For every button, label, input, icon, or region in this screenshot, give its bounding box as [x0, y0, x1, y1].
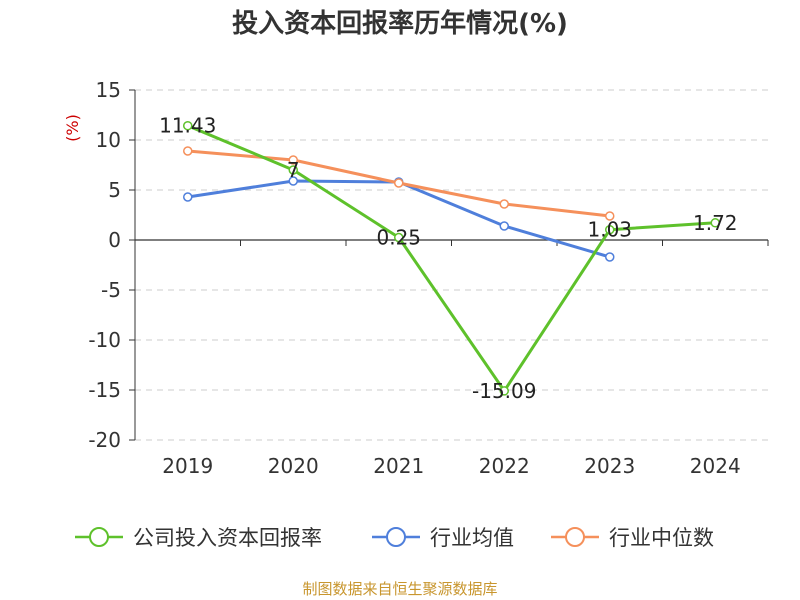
data-point — [605, 252, 615, 262]
series-group — [183, 120, 720, 396]
data-point — [183, 146, 193, 156]
y-tick-label: -20 — [88, 428, 121, 452]
data-point — [183, 120, 193, 131]
y-tick-label: 15 — [96, 78, 121, 102]
legend-label: 公司投入资本回报率 — [133, 526, 322, 550]
data-point — [288, 176, 298, 186]
data-point — [605, 211, 615, 221]
data-point — [394, 178, 404, 188]
source-note: 制图数据来自恒生聚源数据库 — [302, 580, 497, 598]
data-label: -15.09 — [472, 379, 536, 403]
data-point — [499, 199, 509, 209]
data-point — [605, 224, 615, 235]
data-label: 0.25 — [376, 226, 421, 250]
y-tick-label: 10 — [96, 128, 121, 152]
x-tick-labels: 2019 2020 2021 2022 2023 2024 — [162, 454, 740, 478]
series-line — [187, 124, 716, 393]
data-label: 1.03 — [587, 218, 632, 242]
y-tick-label: -10 — [88, 328, 121, 352]
x-tick-label: 2019 — [162, 454, 213, 478]
series-2 — [183, 146, 615, 221]
legend: 公司投入资本回报率 行业均值 行业中位数 — [75, 526, 714, 550]
data-point — [394, 232, 404, 243]
legend-swatch-marker — [565, 527, 585, 547]
y-axis-unit: (%) — [63, 114, 82, 142]
y-tick-labels: 15 10 5 0 -5 -10 -15 -20 — [88, 78, 121, 452]
legend-swatch-marker — [89, 527, 109, 547]
y-tick-label: -15 — [88, 378, 121, 402]
data-point — [288, 165, 298, 175]
data-label: 11.43 — [159, 114, 216, 138]
y-tick-label: 0 — [108, 228, 121, 252]
legend-item-0: 公司投入资本回报率 — [75, 526, 322, 550]
data-label: 1.72 — [693, 211, 738, 235]
data-point — [710, 218, 720, 228]
legend-label: 行业中位数 — [609, 526, 714, 550]
x-tick-label: 2024 — [690, 454, 741, 478]
y-tick-label: 5 — [108, 178, 121, 202]
data-point — [288, 155, 298, 165]
data-point — [499, 221, 509, 231]
data-point — [499, 386, 509, 396]
chart-title: 投入资本回报率历年情况(%) — [232, 8, 568, 39]
x-tick-label: 2022 — [479, 454, 530, 478]
data-label: 7 — [287, 158, 300, 182]
x-tick-label: 2020 — [268, 454, 319, 478]
x-tick-label: 2021 — [373, 454, 424, 478]
legend-label: 行业均值 — [430, 526, 514, 550]
legend-item-1: 行业均值 — [372, 526, 514, 550]
axes — [129, 89, 769, 441]
data-point — [183, 192, 193, 202]
legend-swatch-marker — [386, 527, 406, 547]
y-tick-label: -5 — [101, 278, 121, 302]
legend-item-2: 行业中位数 — [551, 526, 714, 550]
data-labels: 11.43 7 0.25 -15.09 1.03 1.72 — [159, 114, 737, 403]
x-tick-label: 2023 — [584, 454, 635, 478]
series-0 — [183, 120, 720, 396]
